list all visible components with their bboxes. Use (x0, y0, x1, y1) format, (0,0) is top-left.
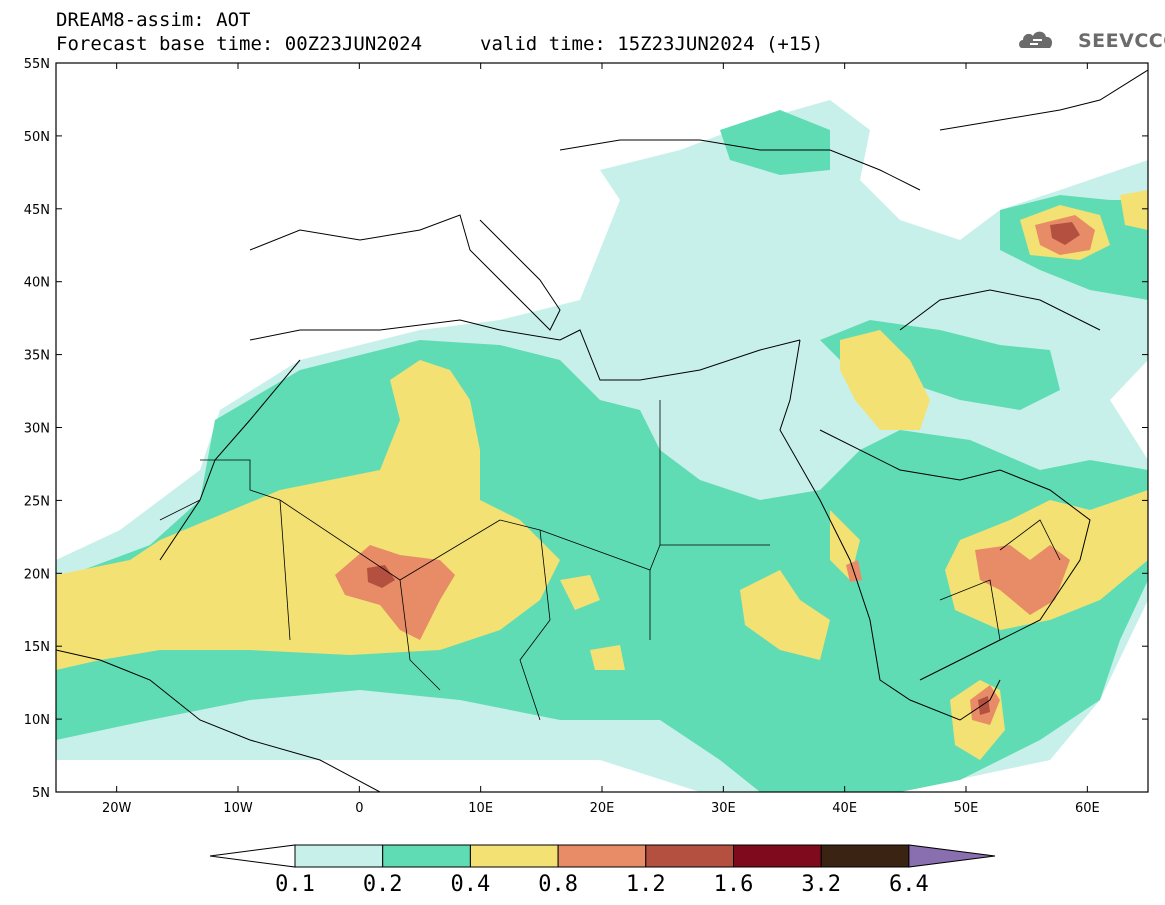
colorbar-under-triangle (209, 844, 296, 868)
lon-label: 20E (590, 801, 615, 816)
colorbar-label: 0.8 (538, 872, 578, 897)
lon-label: 20W (102, 801, 132, 816)
aot-class-1.2 (367, 222, 1080, 715)
lat-label: 5N (32, 786, 50, 801)
lat-label: 50N (24, 130, 50, 145)
lon-label: 30E (711, 801, 736, 816)
lon-label: 10W (223, 801, 253, 816)
axis-ticks: 55N 50N 45N 40N 35N 30N 25N 20N 15N 10N 5N 20W 10W 0 1… (24, 57, 1148, 816)
lon-label: 60E (1075, 801, 1100, 816)
base-time: Forecast base time: 00Z23JUN2024 (56, 33, 423, 55)
colorbar-label: 0.4 (451, 872, 491, 897)
lon-label: 50E (954, 801, 979, 816)
colorbar-label: 1.6 (714, 872, 754, 897)
aot-field (56, 63, 1148, 792)
lat-label: 30N (24, 422, 50, 437)
valid-time: valid time: 15Z23JUN2024 (+15) (480, 33, 824, 55)
colorbar-label: 0.2 (363, 872, 403, 897)
country-borders (159, 400, 1061, 721)
lat-label: 40N (24, 276, 50, 291)
seevccc-logo-icon (1019, 31, 1053, 48)
lat-label: 25N (24, 494, 50, 509)
colorbar-box (557, 844, 647, 868)
colorbar-over-triangle (908, 844, 996, 868)
colorbar-label: 0.1 (275, 872, 315, 897)
colorbar-label: 1.2 (626, 872, 666, 897)
colorbar: 0.1 0.2 0.4 0.8 1.2 1.6 3.2 6.4 (209, 844, 996, 897)
colorbar-box (733, 844, 822, 868)
lat-label: 20N (24, 567, 50, 582)
lon-label: 10E (468, 801, 493, 816)
colorbar-label: 3.2 (801, 872, 841, 897)
colorbar-box (820, 844, 910, 868)
lat-label: 10N (24, 713, 50, 728)
lon-label: 40E (832, 801, 857, 816)
lat-label: 35N (24, 349, 50, 364)
colorbar-box (294, 844, 384, 868)
colorbar-box (645, 844, 734, 868)
colorbar-box (382, 844, 471, 868)
lat-label: 45N (24, 203, 50, 218)
logo-text: SEEVCCC (1078, 30, 1165, 52)
colorbar-box (469, 844, 559, 868)
lat-label: 55N (24, 57, 50, 72)
map-title: DREAM8-assim: AOT (56, 9, 251, 31)
colorbar-label: 6.4 (889, 872, 929, 897)
lon-label: 0 (355, 801, 363, 816)
lat-label: 15N (24, 640, 50, 655)
